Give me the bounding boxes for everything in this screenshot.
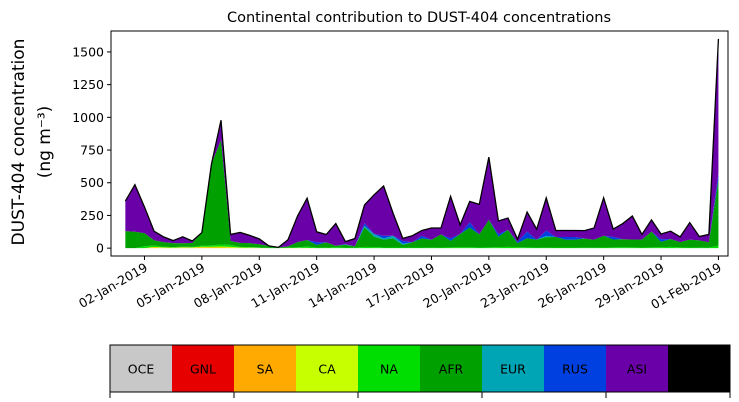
legend-item-na: NA bbox=[358, 345, 421, 392]
legend-item-afr: AFR bbox=[420, 345, 483, 392]
colorbar-frame bbox=[109, 344, 731, 393]
x-axis-ticks: 02-Jan-201905-Jan-201908-Jan-201911-Jan-… bbox=[76, 256, 724, 312]
total-outline bbox=[124, 38, 720, 249]
legend-label: RUS bbox=[562, 362, 588, 377]
y-tick-label: 1000 bbox=[72, 110, 104, 125]
y-tick-label: 1250 bbox=[72, 77, 104, 92]
legend-item-rus: RUS bbox=[544, 345, 607, 392]
legend-label: SA bbox=[257, 362, 274, 377]
y-axis-label-line2: (ng m⁻³) bbox=[35, 106, 55, 179]
legend-swatch bbox=[296, 345, 359, 392]
legend-item-gnl: GNL bbox=[172, 345, 235, 392]
continent-colorbar: OCE GNL SA CA NA AFR EUR RUS ASI AUS bbox=[109, 344, 731, 398]
legend-swatch bbox=[358, 345, 421, 392]
y-axis-label-line1: DUST-404 concentration bbox=[9, 39, 29, 246]
stacked-areas bbox=[125, 38, 719, 249]
y-tick-label: 1500 bbox=[72, 44, 104, 59]
legend-swatch bbox=[110, 345, 173, 392]
y-axis-ticks: 0 250 500 750 1000 1250 1500 bbox=[72, 44, 111, 256]
legend-swatch bbox=[482, 345, 545, 392]
legend-label: GNL bbox=[190, 362, 216, 377]
legend-label: AFR bbox=[439, 362, 464, 377]
plot-frame bbox=[110, 30, 729, 257]
legend-item-aus: AUS bbox=[668, 345, 731, 392]
y-tick-label: 750 bbox=[80, 143, 104, 158]
legend-item-eur: EUR bbox=[482, 345, 545, 392]
legend-label: OCE bbox=[128, 362, 155, 377]
legend-swatch bbox=[668, 345, 731, 392]
area-na bbox=[125, 244, 719, 249]
legend-label: EUR bbox=[500, 362, 526, 377]
y-tick-label: 250 bbox=[80, 208, 104, 223]
legend-swatch bbox=[420, 345, 483, 392]
legend-item-sa: SA bbox=[234, 345, 297, 392]
legend-item-asi: ASI bbox=[606, 345, 669, 392]
area-sa bbox=[125, 247, 719, 249]
legend-label: CA bbox=[318, 362, 336, 377]
y-tick-label: 0 bbox=[96, 241, 104, 256]
legend-swatch bbox=[544, 345, 607, 392]
y-tick-label: 500 bbox=[80, 175, 104, 190]
legend-swatch bbox=[172, 345, 235, 392]
chart-title: Continental contribution to DUST-404 con… bbox=[227, 10, 611, 26]
legend-label: ASI bbox=[627, 362, 647, 377]
legend-item-ca: CA bbox=[296, 345, 359, 392]
legend-label: NA bbox=[380, 362, 398, 377]
legend-swatch bbox=[234, 345, 297, 392]
legend-label: AUS bbox=[686, 362, 712, 377]
legend-swatch bbox=[606, 345, 669, 392]
legend-item-oce: OCE bbox=[110, 345, 173, 392]
